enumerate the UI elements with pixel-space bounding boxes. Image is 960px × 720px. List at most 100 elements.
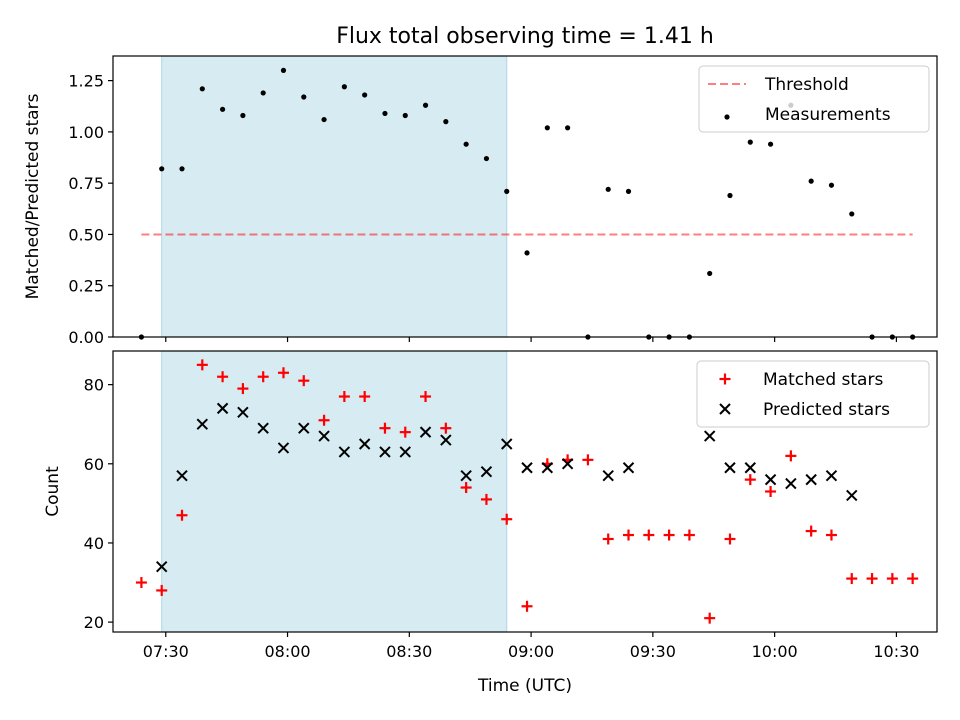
x-marker-stroke — [719, 403, 731, 415]
predicted-stars-point — [379, 446, 391, 458]
predicted-stars-point — [277, 442, 290, 454]
y-tick-label: 0.75 — [68, 174, 104, 193]
measurement-point — [483, 155, 490, 162]
x-marker-stroke — [764, 473, 777, 486]
matched-stars-point — [257, 371, 269, 383]
predicted-stars-point — [825, 469, 838, 482]
matched-stars-point — [480, 493, 492, 505]
measurement-point — [321, 116, 327, 123]
matched-stars-point — [135, 577, 147, 589]
x-marker-stroke — [724, 462, 736, 474]
matched-stars-point — [440, 422, 452, 434]
measurement-point — [625, 188, 632, 194]
measurement-point — [341, 84, 347, 90]
measurement-point — [260, 90, 266, 96]
axes-frame — [112, 55, 938, 338]
matched-stars-point — [825, 529, 837, 541]
predicted-stars-point — [541, 462, 554, 474]
matched-stars-point — [663, 529, 675, 541]
predicted-stars-point — [764, 473, 777, 486]
predicted-stars-point — [419, 426, 432, 438]
measurement-point — [463, 141, 469, 147]
x-marker-stroke — [744, 462, 756, 474]
matched-stars-point — [237, 383, 249, 395]
legend-box — [698, 65, 930, 133]
matched-stars-point — [501, 513, 513, 525]
matched-stars-point — [277, 367, 289, 379]
x-marker-stroke — [237, 406, 249, 419]
predicted-stars-point — [196, 418, 209, 430]
matched-stars-point — [643, 529, 655, 541]
measurement-point — [443, 119, 449, 125]
predicted-stars-point — [602, 469, 614, 482]
x-tick-label: 09:30 — [630, 642, 676, 661]
legend-label: Measurements — [765, 105, 891, 125]
matched-stars-point — [156, 584, 168, 596]
x-marker-stroke — [379, 446, 391, 458]
x-marker-stroke — [480, 466, 493, 478]
legend: Matched stars Predicted stars — [696, 360, 930, 428]
y-axis-label: Count — [43, 466, 63, 517]
measurement-point — [544, 125, 550, 131]
measurement-point — [727, 192, 733, 199]
x-marker-stroke — [622, 462, 635, 474]
measurement-point — [240, 112, 246, 119]
y-tick-label: 20 — [84, 613, 104, 632]
measurement-point — [301, 94, 307, 100]
y-tick-label: 0.25 — [68, 277, 104, 296]
x-marker-stroke — [440, 434, 452, 446]
x-marker-stroke — [318, 430, 330, 442]
legend-box — [696, 360, 930, 428]
x-tick-label: 09:00 — [508, 642, 554, 661]
predicted-stars-point — [460, 469, 472, 482]
predicted-stars-point — [846, 489, 858, 502]
measurement-point — [605, 186, 611, 192]
measurement-point — [767, 141, 774, 147]
legend-predicted-swatch — [719, 403, 731, 415]
matched-stars-point — [785, 450, 797, 462]
legend-measurement-swatch — [724, 114, 730, 120]
x-tick-label: 08:30 — [386, 642, 432, 661]
x-marker-stroke — [298, 422, 310, 434]
predicted-stars-point — [399, 446, 411, 458]
x-tick-label: 08:00 — [264, 642, 310, 661]
measurement-point — [504, 188, 510, 194]
matched-stars-point — [359, 391, 371, 403]
measurement-point — [707, 270, 713, 277]
predicted-stars-point — [561, 458, 574, 470]
x-marker-stroke — [419, 426, 432, 438]
predicted-stars-point — [622, 462, 635, 474]
legend: Threshold Measurements — [698, 65, 930, 133]
predicted-stars-point — [501, 438, 513, 450]
measurement-point — [280, 67, 287, 73]
measurement-point — [828, 182, 835, 188]
matched-stars-point — [582, 454, 594, 466]
legend-label: Matched stars — [763, 370, 883, 390]
x-marker-stroke — [338, 446, 351, 458]
matched-stars-point — [298, 375, 310, 387]
x-marker-stroke — [846, 489, 858, 502]
matched-stars-point — [217, 371, 229, 383]
matched-stars-point — [338, 391, 350, 403]
matched-stars-point — [846, 573, 858, 585]
x-marker-stroke — [399, 446, 411, 458]
x-marker-stroke — [703, 430, 716, 442]
matched-stars-point — [744, 474, 756, 486]
matched-stars-point — [907, 573, 919, 585]
y-tick-label: 80 — [84, 376, 104, 395]
y-tick-label: 0.50 — [68, 225, 104, 244]
x-marker-stroke — [785, 477, 797, 490]
matched-stars-point — [623, 529, 635, 541]
measurement-point — [159, 166, 165, 172]
predicted-stars-point — [744, 462, 756, 474]
x-marker-stroke — [277, 442, 290, 454]
x-marker-stroke — [561, 458, 574, 470]
bottom-panel: 20 40 60 80 07:30 08:00 08:30 09:00 09:30 10:00 10… — [43, 350, 938, 696]
measurement-point — [219, 106, 226, 112]
observing-interval-band — [161, 350, 508, 633]
measurement-point — [422, 102, 429, 108]
x-marker-stroke — [825, 469, 838, 482]
measurement-point — [179, 166, 185, 172]
predicted-stars-point — [724, 462, 736, 474]
legend-label: Predicted stars — [763, 400, 890, 420]
